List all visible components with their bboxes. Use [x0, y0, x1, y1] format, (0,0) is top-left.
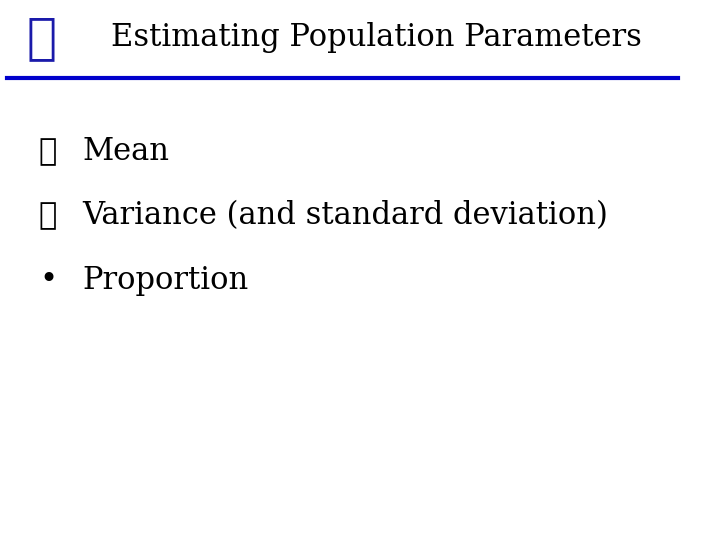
Text: Estimating Population Parameters: Estimating Population Parameters	[112, 22, 642, 53]
Text: Proportion: Proportion	[82, 265, 248, 296]
Text: ✓: ✓	[39, 200, 57, 232]
Text: ✓: ✓	[39, 136, 57, 167]
Text: •: •	[39, 265, 57, 296]
Text: Mean: Mean	[82, 136, 169, 167]
Text: 🦅: 🦅	[26, 14, 56, 62]
Text: Variance (and standard deviation): Variance (and standard deviation)	[82, 200, 608, 232]
